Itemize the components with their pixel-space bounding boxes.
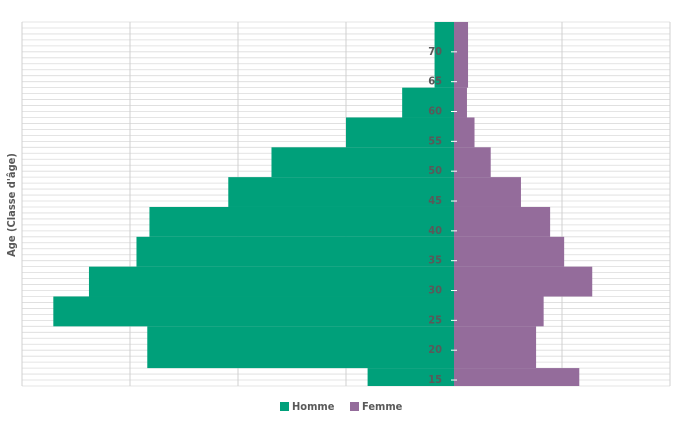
bar (147, 326, 454, 369)
bar (271, 147, 454, 178)
bar (53, 296, 454, 327)
legend-label: Femme (362, 400, 403, 413)
bar (454, 117, 475, 148)
bar (454, 326, 537, 369)
y-tick-label: 30 (428, 284, 442, 297)
bar (454, 236, 565, 267)
y-tick-label: 65 (428, 75, 442, 88)
y-tick-label: 25 (428, 313, 442, 326)
legend-swatch (280, 402, 289, 411)
bar (454, 206, 551, 237)
y-tick-label: 20 (428, 343, 442, 356)
bar (454, 22, 469, 88)
bar (136, 236, 455, 267)
bar (367, 368, 454, 386)
bar (434, 22, 454, 88)
bar (454, 147, 491, 178)
bar (454, 296, 544, 327)
bar (346, 117, 454, 148)
bar (228, 177, 454, 207)
bar (454, 87, 467, 118)
bar (454, 177, 521, 207)
y-axis-label: Age (Classe d'âge) (5, 153, 18, 257)
y-tick-label: 60 (428, 105, 442, 118)
y-tick-label: 55 (428, 134, 442, 147)
bar (454, 368, 580, 386)
y-tick-label: 50 (428, 164, 442, 177)
bar (454, 266, 593, 297)
y-tick-label: 70 (428, 45, 442, 58)
y-tick-label: 15 (428, 373, 442, 386)
y-tick-label: 35 (428, 254, 442, 267)
legend-label: Homme (292, 400, 335, 413)
y-tick-label: 40 (428, 224, 442, 237)
bar (88, 266, 455, 297)
bar (149, 206, 454, 237)
y-tick-label: 45 (428, 194, 442, 207)
legend-swatch (350, 402, 359, 411)
bar (402, 87, 454, 118)
